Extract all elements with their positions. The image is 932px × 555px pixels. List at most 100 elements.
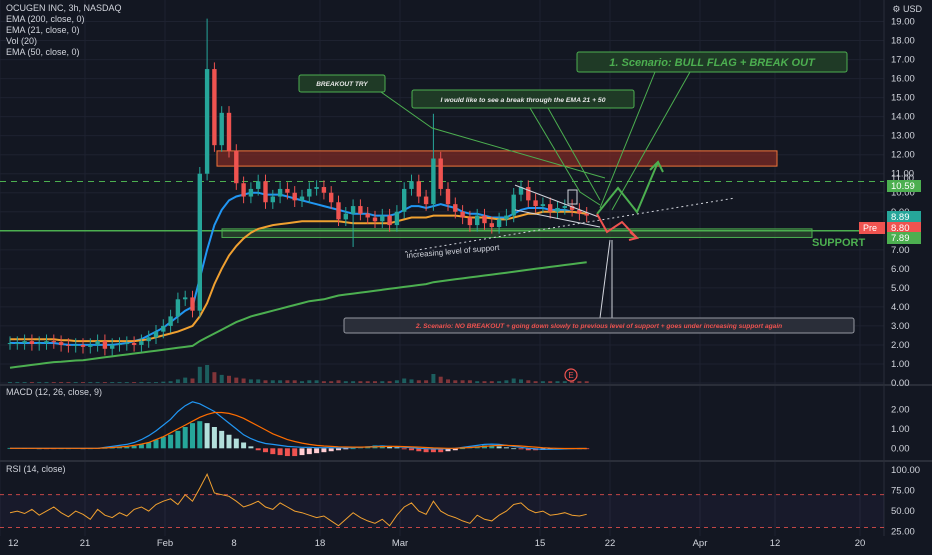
macd-histogram-bar [438, 448, 444, 453]
candle-body [540, 204, 546, 207]
volume-bar [438, 376, 443, 383]
flag-lower-line [514, 209, 601, 228]
macd-histogram-bar [306, 448, 312, 455]
volume-bar [358, 381, 363, 383]
time-tick-label: Feb [157, 538, 173, 549]
volume-bar [132, 382, 137, 383]
support-label: SUPPORT [812, 237, 865, 249]
price-tick-label: 18.00 [891, 36, 915, 47]
candle-body [37, 343, 42, 345]
time-tick-label: 20 [855, 538, 866, 549]
candle-body [15, 343, 20, 345]
macd-histogram-bar [321, 448, 327, 453]
volume-bar [511, 378, 516, 383]
volume-bar [570, 381, 575, 383]
volume-bar [555, 381, 560, 383]
volume-bar [168, 381, 173, 383]
macd-histogram-bar [336, 448, 341, 451]
price-badge [887, 180, 921, 192]
breakout-try-callout: BREAKOUT TRY [298, 74, 386, 93]
candle-body [577, 209, 582, 214]
volume-bar [278, 380, 283, 383]
volume-bar [227, 375, 231, 383]
indicator-ema200[interactable]: EMA (200, close, 0) [6, 14, 85, 24]
candle-body [372, 217, 378, 222]
macd-histogram-bar [409, 448, 414, 451]
candle-body [365, 213, 370, 218]
volume-bar [526, 380, 531, 383]
candle-body [299, 196, 305, 201]
earnings-marker[interactable]: E [564, 368, 578, 382]
scenario1-label: 1. Scenario: BULL FLAG + BREAK OUT [609, 57, 816, 69]
candle-body [22, 341, 27, 344]
candle-body [445, 188, 451, 205]
resistance-zone [216, 150, 778, 167]
candle-body [212, 69, 217, 146]
candle-body [248, 188, 254, 197]
time-axis[interactable]: 12 21 Feb 8 18 Mar 15 22 Apr 12 20 [8, 538, 865, 549]
ema-note-pointer [547, 107, 601, 201]
macd-histogram-bar [350, 448, 356, 450]
volume-bar [314, 380, 319, 383]
candle-body [66, 344, 71, 346]
rsi-legend[interactable]: RSI (14, close) [6, 464, 66, 474]
price-tick-label: 14.00 [891, 112, 915, 123]
volume-bar [219, 374, 224, 383]
price-tick-label: 10.00 [891, 188, 915, 199]
volume-bar [110, 382, 115, 383]
volume-bar [190, 378, 195, 383]
macd-histogram-bar [204, 423, 210, 449]
macd-histogram-bar [270, 448, 276, 455]
candle-body [7, 343, 13, 345]
candle-body [277, 188, 283, 197]
macd-legend[interactable]: MACD (12, 26, close, 9) [6, 387, 103, 397]
indicator-ema50[interactable]: EMA (50, close, 0) [6, 47, 80, 57]
macd-histogram-bar [328, 448, 334, 452]
volume-bar [351, 381, 356, 383]
settings-gear-icon[interactable]: ⚙ [892, 4, 901, 14]
macd-histogram-bar [489, 445, 495, 449]
time-tick-label: 12 [8, 538, 19, 549]
indicator-ema21[interactable]: EMA (21, close, 0) [6, 25, 80, 35]
currency-label[interactable]: ⚙ USD [892, 4, 922, 15]
candle-body [146, 337, 151, 342]
volume-bar [467, 380, 472, 383]
volume-bars [8, 365, 589, 383]
volume-bar [146, 382, 151, 383]
candle-body [95, 341, 100, 345]
volume-bar [460, 380, 465, 383]
macd-line [10, 401, 587, 450]
candle-body [394, 211, 400, 226]
candle-body [548, 204, 553, 212]
volume-bar [256, 379, 261, 383]
candle-body [190, 297, 195, 311]
volume-bar [329, 381, 334, 383]
candle-body [329, 192, 334, 203]
volume-bar [380, 381, 385, 383]
volume-bar [562, 381, 567, 383]
time-tick-label: 8 [231, 538, 236, 549]
candle-body [409, 181, 414, 189]
price-tick-label: 12.00 [891, 150, 915, 161]
candle-body [380, 215, 385, 222]
price-badge-label: 8.89 [891, 212, 910, 223]
symbol-title[interactable]: OCUGEN INC, 3h, NASDAQ [6, 3, 122, 13]
candles [7, 18, 589, 356]
candle-body [88, 344, 93, 347]
candle-body [292, 192, 297, 201]
candle-body [175, 299, 181, 317]
volume-bar [102, 382, 107, 383]
price-axis[interactable]: 19.00 18.00 17.00 16.00 15.00 14.00 13.00 12.00… [891, 17, 915, 389]
price-tick-label: 11.00 [891, 169, 914, 180]
candle-body [431, 158, 436, 205]
indicator-vol[interactable]: Vol (20) [6, 36, 38, 46]
support-zone [221, 228, 813, 238]
macd-histogram-bar [430, 448, 436, 453]
rsi-band [0, 494, 884, 528]
candle-body [511, 194, 516, 216]
candle-body [496, 219, 502, 227]
macd-histogram-bar [190, 423, 195, 449]
candle-body [139, 341, 144, 345]
